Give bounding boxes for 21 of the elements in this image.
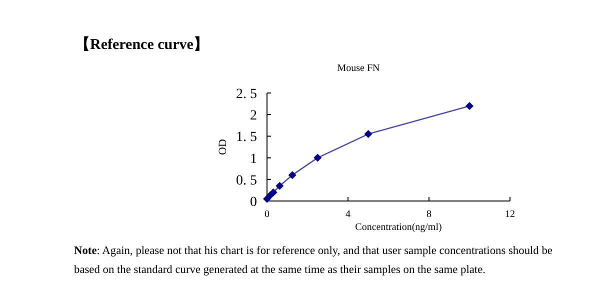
y-tick-label: 1 (250, 152, 257, 167)
x-tick-label: 0 (264, 209, 270, 220)
x-tick-label: 4 (346, 209, 350, 220)
chart-subtitle: Mouse FN (337, 63, 380, 74)
y-tick-label: 2. 5 (236, 87, 257, 102)
point (314, 154, 322, 162)
point (466, 102, 474, 110)
point (276, 182, 284, 190)
y-tick-label: 2 (250, 108, 257, 124)
x-tick-label: 12 (505, 209, 515, 220)
point (269, 188, 278, 196)
x-tick-label: 8 (426, 209, 432, 220)
y-axis-title: OD (217, 139, 229, 155)
text: 【Reference curve】 (75, 36, 208, 53)
y-tick-label: 1. 5 (236, 130, 257, 146)
point (364, 130, 372, 138)
text: Note: Again, please not that his chart is for reference only, and that user sample concentrations should be based on the standard curve generated at the same time as their samples on the same plate. (74, 245, 552, 276)
x-axis-title: Concentration(ng/ml) (355, 222, 442, 233)
point (288, 171, 296, 180)
y-tick-label: 0. 5 (236, 173, 257, 188)
y-tick-label: 0 (250, 195, 257, 210)
